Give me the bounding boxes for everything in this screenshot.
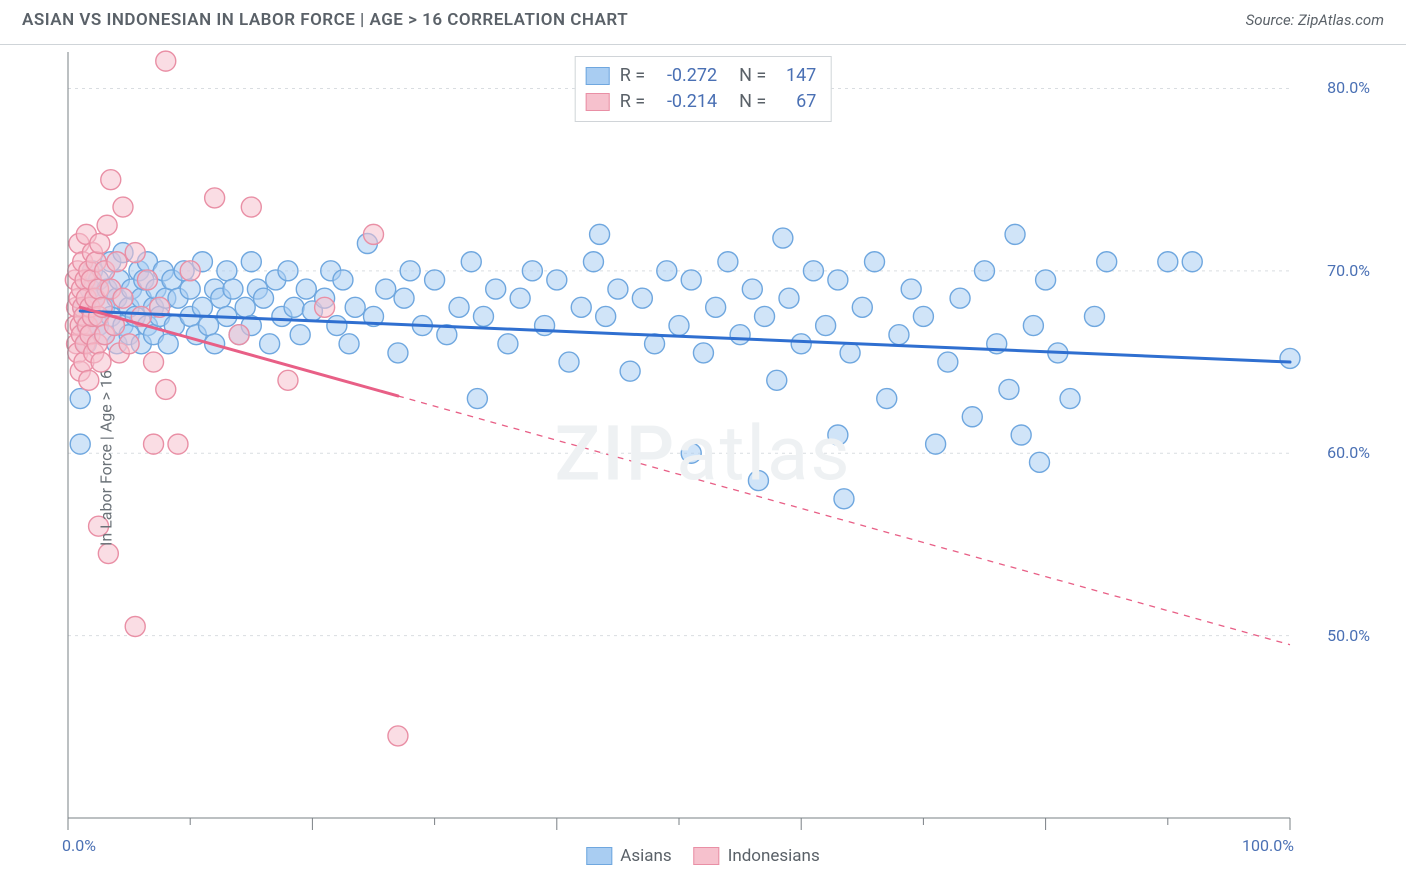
series-legend: Asians Indonesians — [586, 846, 819, 866]
legend-swatch — [586, 847, 612, 865]
x-tick-label: 0.0% — [62, 836, 96, 855]
legend-n-label: N = — [739, 63, 766, 89]
chart-header: ASIAN VS INDONESIAN IN LABOR FORCE | AGE… — [0, 0, 1406, 45]
legend-r-value: -0.272 — [655, 63, 717, 89]
legend-swatch — [586, 93, 610, 111]
legend-r-label: R = — [620, 63, 645, 89]
legend-row: R = -0.272 N = 147 — [586, 63, 817, 89]
legend-n-value: 147 — [776, 63, 816, 89]
legend-item: Asians — [586, 846, 671, 866]
x-tick-label: 100.0% — [1242, 836, 1294, 855]
legend-n-value: 67 — [776, 89, 816, 115]
legend-row: R = -0.214 N = 67 — [586, 89, 817, 115]
y-tick-label: 50.0% — [1327, 626, 1370, 645]
y-tick-label: 80.0% — [1327, 78, 1370, 97]
chart-source: Source: ZipAtlas.com — [1246, 11, 1384, 29]
legend-label: Asians — [620, 846, 671, 866]
legend-n-label: N = — [739, 89, 766, 115]
chart-area: In Labor Force | Age > 16 ZIPatlas R =-0… — [22, 48, 1384, 868]
legend-label: Indonesians — [728, 846, 820, 866]
legend-swatch — [694, 847, 720, 865]
y-tick-label: 70.0% — [1327, 261, 1370, 280]
y-tick-label: 60.0% — [1327, 443, 1370, 462]
scatter-chart — [22, 48, 1384, 868]
chart-title: ASIAN VS INDONESIAN IN LABOR FORCE | AGE… — [22, 10, 628, 30]
legend-r-value: -0.214 — [655, 89, 717, 115]
legend-swatch — [586, 67, 610, 85]
correlation-legend: R = -0.272 N = 147 R = -0.214 N = 67 — [575, 56, 832, 122]
y-axis-label: In Labor Force | Age > 16 — [96, 370, 115, 546]
legend-r-label: R = — [620, 89, 645, 115]
legend-item: Indonesians — [694, 846, 820, 866]
